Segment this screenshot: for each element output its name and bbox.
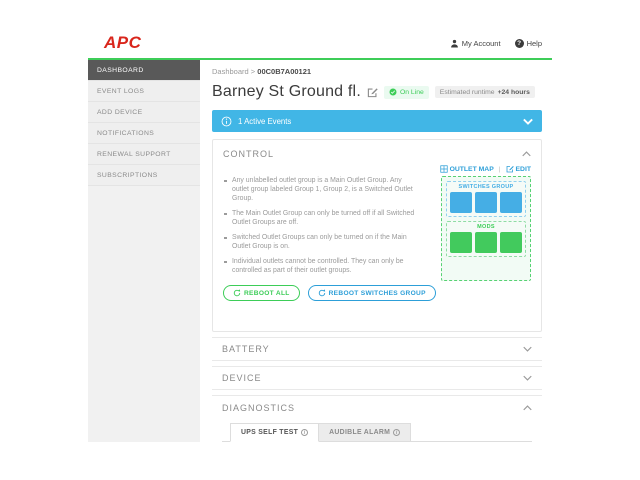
outlet-group-main: MODS — [446, 221, 526, 257]
reboot-all-button[interactable]: REBOOT ALL — [223, 285, 300, 301]
outlet-group-switches: SWITCHES GROUP — [446, 181, 526, 217]
outlet-map-icon — [439, 165, 448, 173]
edit-link-label: EDIT — [515, 165, 531, 173]
outlet-row — [450, 232, 522, 253]
sidebar-item-dashboard[interactable]: DASHBOARD — [88, 60, 200, 81]
battery-section-header[interactable]: BATTERY — [212, 337, 542, 361]
outlet-group-label: SWITCHES GROUP — [458, 184, 514, 190]
check-circle-icon — [389, 88, 397, 96]
app-body: DASHBOARD EVENT LOGS ADD DEVICE NOTIFICA… — [88, 60, 552, 442]
breadcrumb: Dashboard > 00C0B7A00121 — [212, 67, 542, 76]
breadcrumb-separator: > — [250, 67, 256, 76]
my-account-label: My Account — [461, 38, 501, 48]
reboot-all-label: REBOOT ALL — [244, 289, 290, 297]
active-events-banner[interactable]: 1 Active Events — [212, 110, 542, 132]
info-icon: i — [301, 429, 309, 436]
outlet-row — [450, 192, 522, 213]
diagnostics-title: DIAGNOSTICS — [222, 403, 296, 413]
control-header[interactable]: CONTROL — [223, 149, 531, 159]
reboot-switches-group-button[interactable]: REBOOT SWITCHES GROUP — [307, 285, 436, 301]
active-events-label: 1 Active Events — [238, 116, 292, 126]
sidebar: DASHBOARD EVENT LOGS ADD DEVICE NOTIFICA… — [88, 60, 200, 442]
control-columns: Any unlabelled outlet group is a Main Ou… — [223, 176, 531, 281]
diagnostics-section-header[interactable]: DIAGNOSTICS — [222, 396, 532, 420]
sidebar-item-subscriptions[interactable]: SUBSCRIPTIONS — [88, 165, 200, 186]
sidebar-item-notifications[interactable]: NOTIFICATIONS — [88, 123, 200, 144]
refresh-icon — [318, 289, 326, 297]
outlet-square — [500, 232, 522, 253]
control-rule: The Main Outlet Group can only be turned… — [223, 209, 419, 227]
battery-title: BATTERY — [222, 344, 270, 354]
top-bar: APC My Account ? Help — [88, 28, 552, 60]
control-links-row: OUTLET MAP | EDIT — [223, 165, 531, 173]
chevron-down-icon[interactable] — [523, 375, 532, 381]
user-icon — [450, 39, 459, 48]
edit-title-icon[interactable] — [367, 87, 378, 98]
outlet-square — [475, 192, 497, 213]
outlet-square — [450, 232, 472, 253]
tab-ups-self-test[interactable]: UPS SELF TEST i — [230, 423, 320, 442]
control-section: CONTROL OUTLET MAP | — [212, 139, 542, 332]
diagnostics-tabs: UPS SELF TEST i AUDIBLE ALARM i — [222, 423, 532, 442]
device-section-header[interactable]: DEVICE — [212, 366, 542, 390]
link-separator: | — [498, 165, 501, 173]
runtime-badge: Estimated runtime +24 hours — [434, 86, 535, 98]
info-icon: i — [393, 429, 401, 436]
sidebar-item-label: RENEWAL SUPPORT — [97, 150, 171, 158]
tab-label: UPS SELF TEST — [241, 429, 299, 436]
tab-audible-alarm[interactable]: AUDIBLE ALARM i — [319, 423, 412, 442]
edit-pencil-icon — [506, 165, 514, 173]
apc-dashboard-app: APC My Account ? Help DASHBOARD EVENT LO… — [88, 28, 552, 444]
chevron-down-icon[interactable] — [523, 118, 533, 125]
top-bar-right: My Account ? Help — [450, 38, 542, 48]
page-title: Barney St Ground fl. — [212, 83, 361, 100]
help-button[interactable]: ? Help — [514, 38, 542, 48]
control-rule: Any unlabelled outlet group is a Main Ou… — [223, 176, 419, 203]
control-rule: Switched Outlet Groups can only be turne… — [223, 233, 419, 251]
control-bottom-spacer — [223, 301, 531, 321]
reboot-switches-group-label: REBOOT SWITCHES GROUP — [328, 289, 426, 297]
chevron-down-icon[interactable] — [523, 346, 532, 352]
chevron-up-icon[interactable] — [522, 151, 531, 157]
runtime-value: +24 hours — [497, 88, 530, 96]
sidebar-item-label: EVENT LOGS — [97, 87, 145, 95]
diagnostics-section: DIAGNOSTICS UPS SELF TEST i AUDIBLE ALAR… — [212, 395, 542, 442]
main-content: Dashboard > 00C0B7A00121 Barney St Groun… — [200, 60, 552, 442]
sidebar-item-add-device[interactable]: ADD DEVICE — [88, 102, 200, 123]
control-rule: Individual outlets cannot be controlled.… — [223, 257, 419, 275]
device-title-row: Barney St Ground fl. On Line Estimated r… — [212, 83, 542, 101]
edit-outlet-map-link[interactable]: EDIT — [506, 165, 531, 173]
sidebar-item-label: DASHBOARD — [97, 66, 144, 74]
outlet-square — [450, 192, 472, 213]
sidebar-item-label: ADD DEVICE — [97, 108, 143, 116]
apc-logo: APC — [104, 33, 142, 52]
control-buttons: REBOOT ALL REBOOT SWITCHES GROUP — [223, 285, 531, 301]
runtime-label: Estimated runtime — [439, 88, 495, 96]
sidebar-item-renewal-support[interactable]: RENEWAL SUPPORT — [88, 144, 200, 165]
sidebar-item-label: NOTIFICATIONS — [97, 129, 155, 137]
refresh-icon — [233, 289, 241, 297]
outlet-square — [475, 232, 497, 253]
help-icon: ? — [514, 38, 524, 48]
my-account-button[interactable]: My Account — [450, 39, 501, 48]
outlet-map-link-label: OUTLET MAP — [449, 165, 494, 173]
control-title: CONTROL — [223, 149, 275, 159]
outlet-group-label: MODS — [477, 224, 495, 230]
outlet-map-link[interactable]: OUTLET MAP — [439, 165, 494, 173]
sidebar-item-event-logs[interactable]: EVENT LOGS — [88, 81, 200, 102]
breadcrumb-parent-link[interactable]: Dashboard — [212, 67, 249, 76]
breadcrumb-current: 00C0B7A00121 — [257, 67, 312, 76]
status-badge: On Line — [383, 85, 429, 99]
status-label: On Line — [399, 88, 424, 96]
device-title: DEVICE — [222, 373, 262, 383]
tab-label: AUDIBLE ALARM — [329, 429, 391, 436]
control-rules-list: Any unlabelled outlet group is a Main Ou… — [223, 176, 419, 281]
outlet-map-preview: SWITCHES GROUP MODS — [441, 176, 531, 281]
sidebar-item-label: SUBSCRIPTIONS — [97, 171, 158, 179]
chevron-up-icon[interactable] — [523, 405, 532, 411]
help-label: Help — [526, 38, 542, 48]
info-icon — [221, 116, 232, 127]
outlet-square — [500, 192, 522, 213]
